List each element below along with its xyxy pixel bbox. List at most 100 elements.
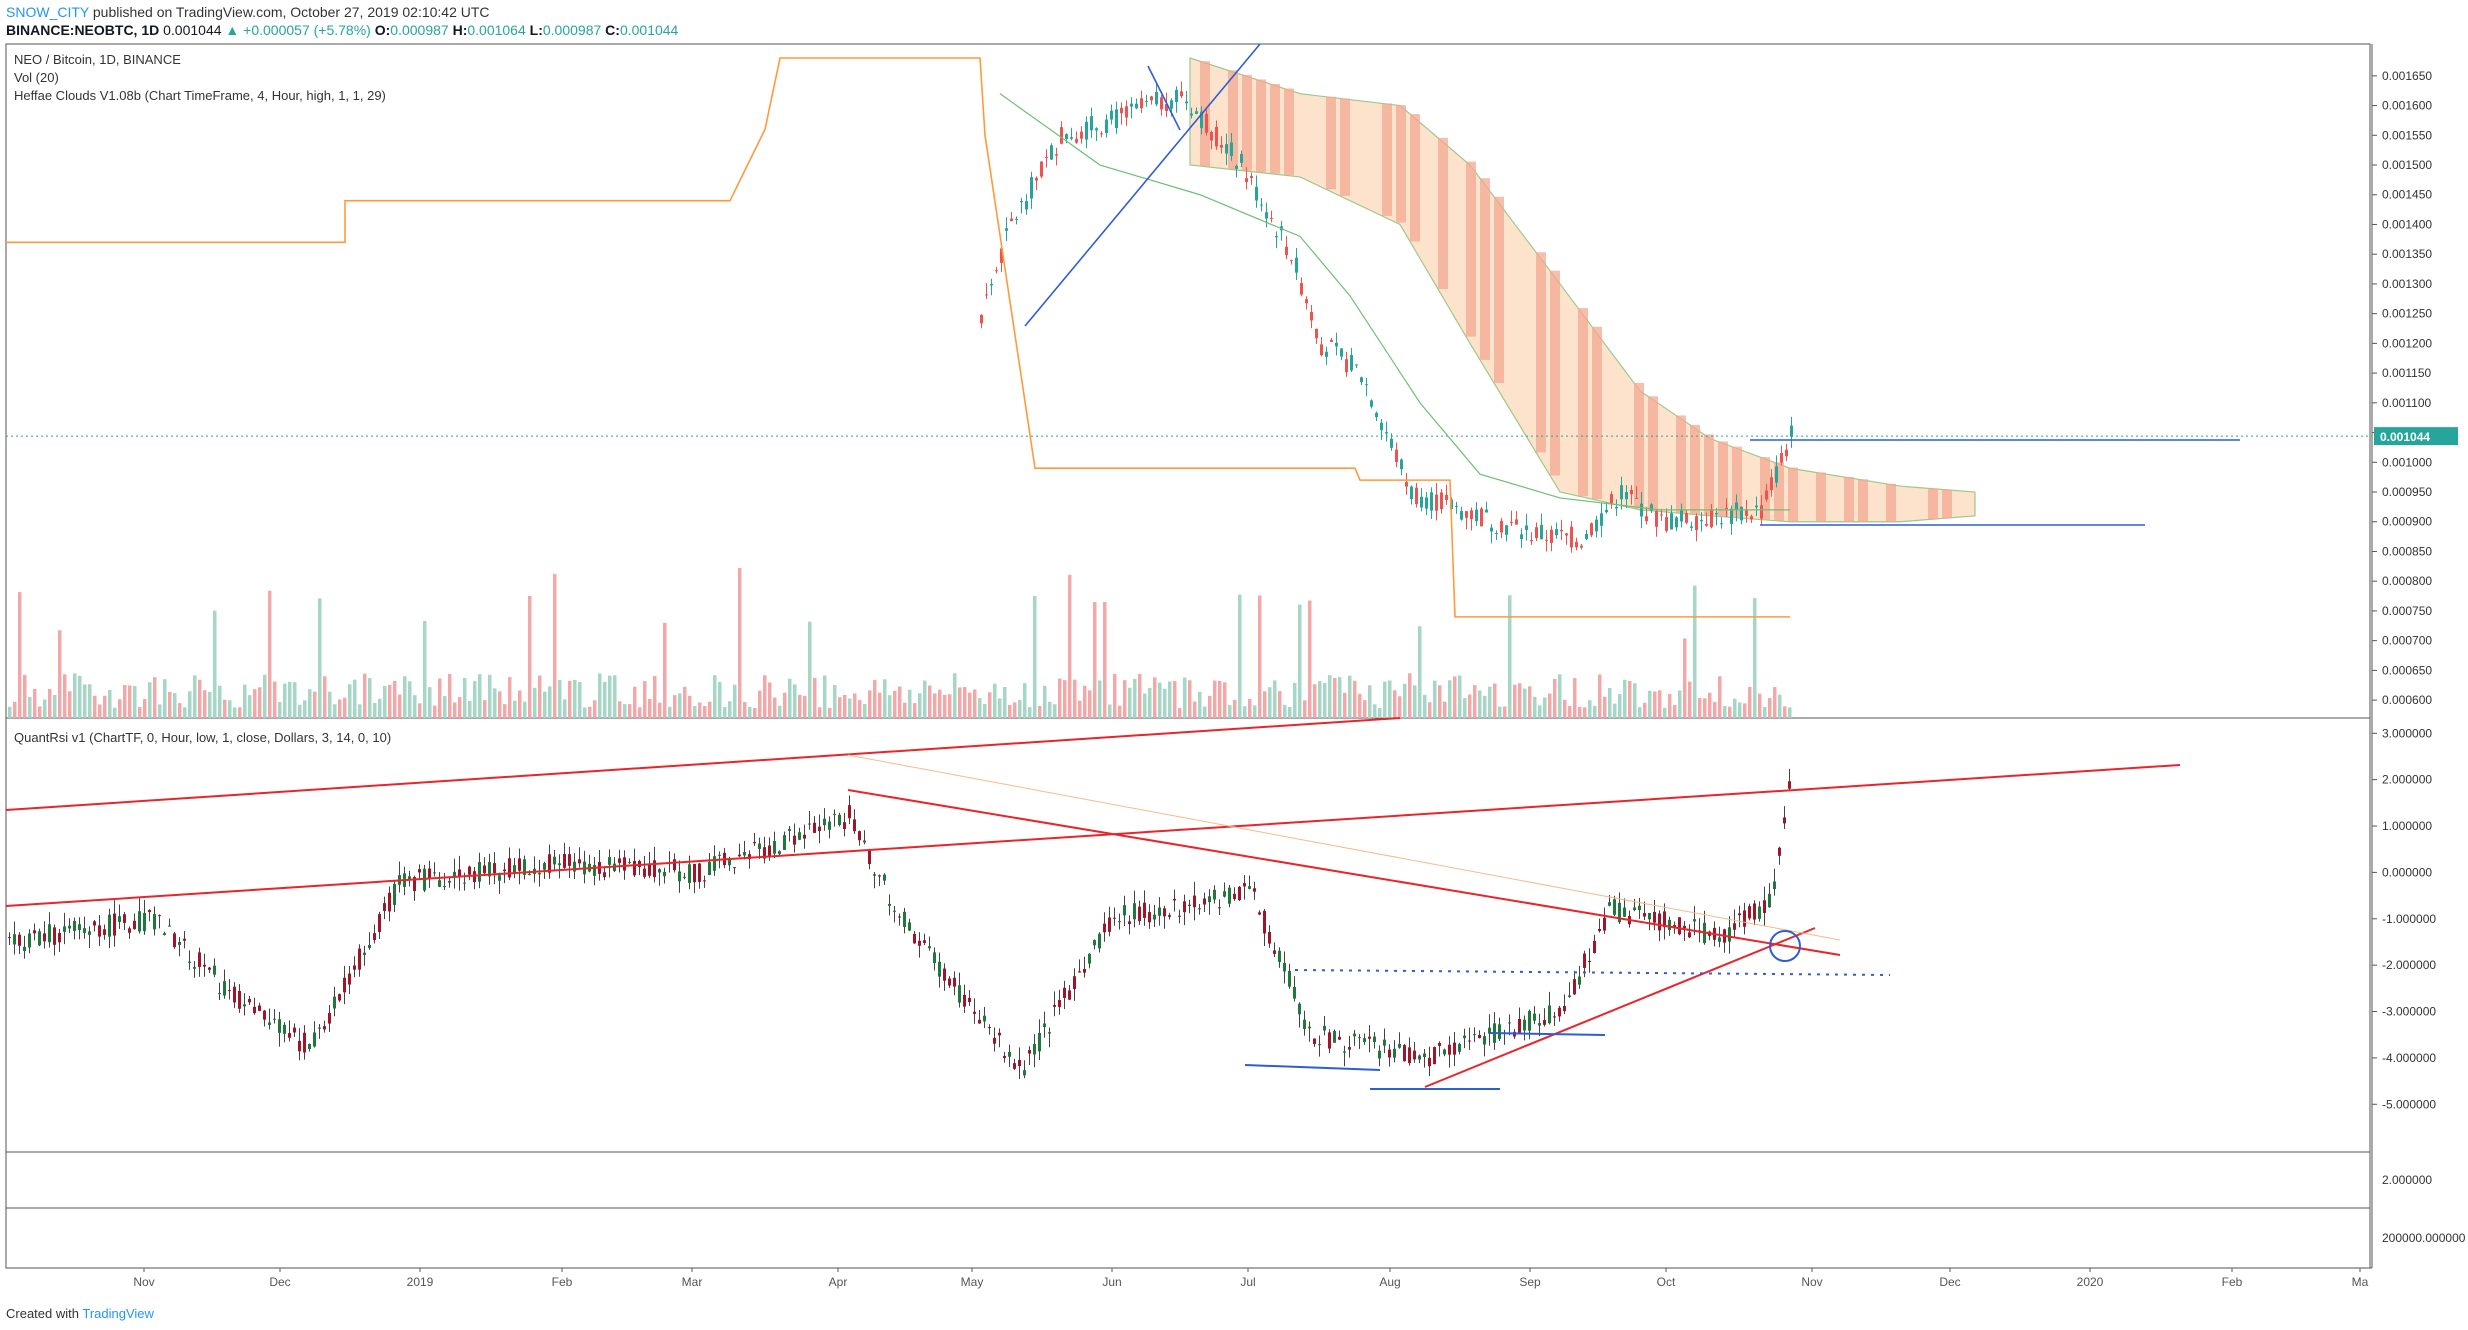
price-candle bbox=[1645, 516, 1648, 522]
price-candle bbox=[1070, 137, 1073, 139]
rsi-candle bbox=[1088, 953, 1091, 964]
y-tick-label: 0.001250 bbox=[2382, 307, 2432, 321]
rsi-candle bbox=[683, 876, 686, 878]
rsi-candle bbox=[1608, 902, 1611, 906]
volume-bar bbox=[773, 697, 777, 718]
rsi-candle bbox=[1038, 1032, 1041, 1052]
rsi-candle bbox=[1218, 907, 1221, 909]
rsi-candle bbox=[433, 872, 436, 874]
volume-bar bbox=[928, 685, 932, 718]
volume-bar bbox=[1368, 685, 1372, 718]
price-candle bbox=[1210, 131, 1213, 141]
price-candle bbox=[1695, 516, 1698, 531]
panel-border bbox=[5, 1207, 2371, 1269]
volume-bar bbox=[268, 590, 272, 718]
volume-bar bbox=[1153, 677, 1157, 718]
rsi-candle bbox=[773, 841, 776, 854]
rsi-candle bbox=[698, 863, 701, 882]
volume-bar bbox=[1678, 690, 1682, 718]
rsi-candle bbox=[78, 924, 81, 931]
rsi-candle bbox=[1228, 887, 1231, 904]
volume-bar bbox=[198, 679, 202, 718]
y-tick-label: 0.000700 bbox=[2382, 634, 2432, 648]
rsi-candle bbox=[393, 883, 396, 905]
volume-bar bbox=[313, 691, 317, 718]
price-candle bbox=[1415, 487, 1418, 505]
rsi-candle bbox=[1473, 1034, 1476, 1036]
rsi-candle bbox=[1258, 912, 1261, 915]
volume-bar bbox=[193, 675, 197, 718]
x-tick-label: Nov bbox=[1801, 1275, 1822, 1289]
volume-bar bbox=[368, 678, 372, 718]
volume-legend: Vol (20) bbox=[14, 70, 59, 85]
volume-bar bbox=[373, 702, 377, 718]
price-candle bbox=[1515, 519, 1518, 525]
price-candle bbox=[1610, 494, 1613, 504]
price-candle bbox=[1305, 299, 1308, 304]
rsi-candle bbox=[318, 1027, 321, 1029]
rsi-candle bbox=[1283, 962, 1286, 972]
rsi-candle bbox=[1678, 917, 1681, 935]
rsi-candle bbox=[1018, 1059, 1021, 1067]
rsi-candle bbox=[1538, 1023, 1541, 1026]
rsi-candle bbox=[1108, 917, 1111, 932]
volume-bar bbox=[1488, 686, 1492, 718]
rsi-candle bbox=[1788, 781, 1791, 789]
price-candle bbox=[1395, 449, 1398, 463]
volume-bar bbox=[808, 621, 812, 718]
panel-y-tick-label: 200000.000000 bbox=[2382, 1231, 2466, 1245]
x-tick-label: Ma bbox=[2352, 1275, 2369, 1289]
cloud-band bbox=[1256, 79, 1266, 173]
price-candle bbox=[1635, 497, 1638, 499]
rsi-candle bbox=[1273, 950, 1276, 954]
rsi-candle bbox=[1643, 913, 1646, 917]
volume-bar bbox=[43, 699, 47, 718]
volume-bar bbox=[1713, 701, 1717, 718]
rsi-candle bbox=[1253, 888, 1256, 892]
rsi-candle bbox=[1448, 1044, 1451, 1055]
rsi-candle bbox=[593, 864, 596, 876]
price-candle bbox=[1750, 516, 1753, 520]
rsi-candle bbox=[948, 978, 951, 986]
open-label: O: bbox=[374, 22, 391, 38]
volume-bar bbox=[758, 690, 762, 718]
price-candle bbox=[1555, 529, 1558, 536]
volume-bar bbox=[1323, 682, 1327, 718]
price-candle bbox=[1485, 509, 1488, 513]
price-candle bbox=[1690, 526, 1693, 528]
volume-bar bbox=[858, 700, 862, 718]
volume-bar bbox=[1028, 707, 1032, 718]
price-candle bbox=[1625, 491, 1628, 500]
volume-bar bbox=[1628, 680, 1632, 718]
price-candle bbox=[1265, 212, 1268, 219]
rsi-candle bbox=[1163, 908, 1166, 917]
y-tick-label: 0.000650 bbox=[2382, 663, 2432, 677]
volume-bar bbox=[968, 692, 972, 718]
rsi-candle bbox=[1398, 1043, 1401, 1048]
volume-bar bbox=[1353, 680, 1357, 718]
volume-bar bbox=[1598, 674, 1602, 718]
username-link[interactable]: SNOW_CITY bbox=[6, 4, 89, 20]
cloud-band bbox=[1410, 114, 1420, 242]
volume-bar bbox=[1283, 704, 1287, 718]
volume-bar bbox=[673, 695, 677, 718]
cloud-band bbox=[1634, 382, 1644, 509]
rsi-candle bbox=[618, 858, 621, 863]
rsi-candle bbox=[1543, 1020, 1546, 1025]
rsi-candle bbox=[988, 1026, 991, 1028]
tradingview-logo[interactable]: TradingView bbox=[82, 1306, 154, 1321]
volume-bar bbox=[543, 691, 547, 718]
rsi-candle bbox=[1333, 1031, 1336, 1043]
volume-bar bbox=[218, 685, 222, 718]
price-candle bbox=[1565, 533, 1568, 536]
volume-bar bbox=[1438, 685, 1442, 718]
rsi-candle bbox=[1668, 919, 1671, 931]
volume-bar bbox=[923, 680, 927, 718]
price-candle bbox=[1675, 517, 1678, 528]
volume-bar bbox=[1223, 682, 1227, 718]
volume-bar bbox=[1613, 703, 1617, 718]
volume-bar bbox=[853, 693, 857, 718]
rsi-candle bbox=[128, 928, 131, 933]
x-tick-label: Aug bbox=[1379, 1275, 1400, 1289]
